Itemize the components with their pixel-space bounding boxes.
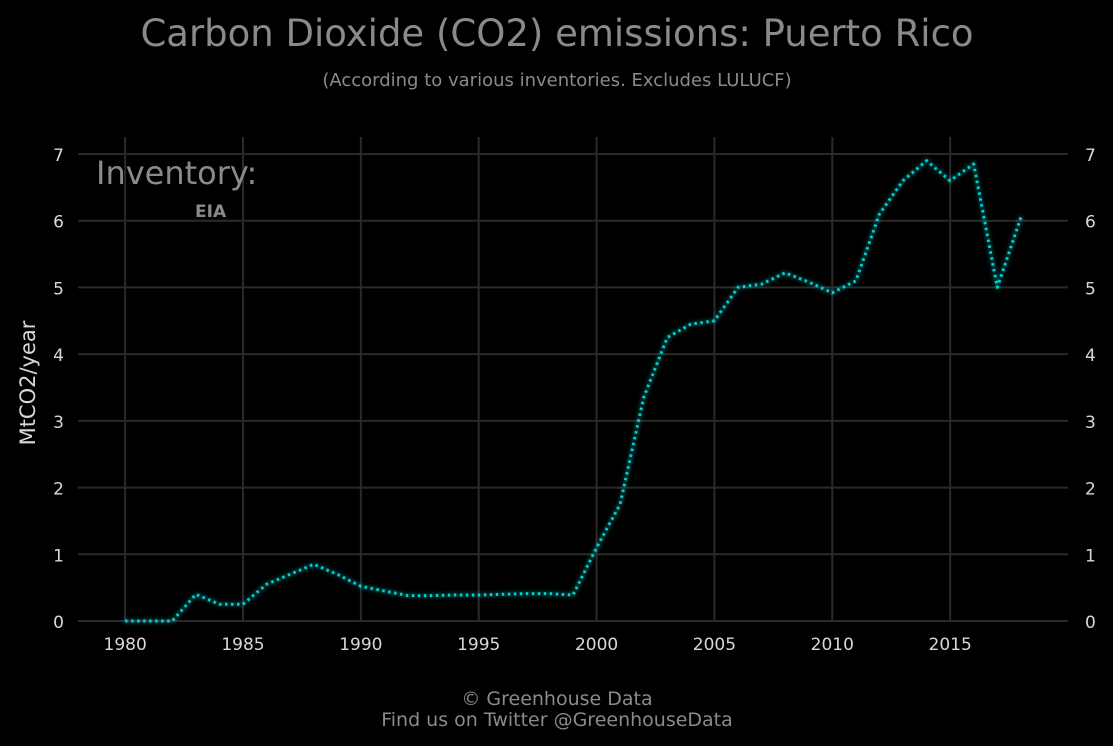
chart-subtitle: (According to various inventories. Exclu… <box>322 70 791 91</box>
x-tick-label-2010: 2010 <box>811 635 854 655</box>
legend: Inventory: EIA <box>96 154 257 222</box>
y-tick-label-left-2: 2 <box>53 480 64 500</box>
x-axis-ticks: 1980 1985 1990 1995 2000 2005 2010 2015 <box>104 635 972 655</box>
x-tick-label-2005: 2005 <box>693 635 736 655</box>
x-tick-label-1995: 1995 <box>457 635 500 655</box>
y-tick-label-left-5: 5 <box>53 279 64 299</box>
footer-copyright: © Greenhouse Data <box>461 688 652 710</box>
legend-title: Inventory: <box>96 154 257 192</box>
x-tick-label-1980: 1980 <box>104 635 147 655</box>
grid <box>78 137 1068 622</box>
y-axis-label: MtCO2/year <box>16 320 40 445</box>
y-tick-label-right-6: 6 <box>1085 213 1096 233</box>
series-line-eia <box>125 159 1023 623</box>
y-tick-label-left-1: 1 <box>53 546 64 566</box>
y-tick-label-right-7: 7 <box>1085 146 1096 166</box>
y-tick-label-left-3: 3 <box>53 413 64 433</box>
x-tick-label-1985: 1985 <box>221 635 264 655</box>
y-tick-label-right-2: 2 <box>1085 480 1096 500</box>
y-tick-label-right-4: 4 <box>1085 346 1096 366</box>
y-tick-label-left-4: 4 <box>53 346 64 366</box>
y-axis-ticks-left: 0 1 2 3 4 5 6 7 <box>53 146 64 633</box>
x-tick-label-2000: 2000 <box>575 635 618 655</box>
y-tick-label-left-6: 6 <box>53 213 64 233</box>
chart-title: Carbon Dioxide (CO2) emissions: Puerto R… <box>140 12 973 55</box>
series-layer <box>125 159 1023 623</box>
x-tick-label-1990: 1990 <box>339 635 382 655</box>
y-tick-label-left-7: 7 <box>53 146 64 166</box>
y-tick-label-right-3: 3 <box>1085 413 1096 433</box>
legend-label-eia: EIA <box>195 202 227 222</box>
y-tick-label-right-0: 0 <box>1085 613 1096 633</box>
x-tick-label-2015: 2015 <box>929 635 972 655</box>
y-tick-label-right-5: 5 <box>1085 279 1096 299</box>
y-tick-label-right-1: 1 <box>1085 546 1096 566</box>
y-axis-ticks-right: 0 1 2 3 4 5 6 7 <box>1085 146 1096 633</box>
footer-twitter: Find us on Twitter @GreenhouseData <box>381 709 733 731</box>
y-tick-label-left-0: 0 <box>53 613 64 633</box>
